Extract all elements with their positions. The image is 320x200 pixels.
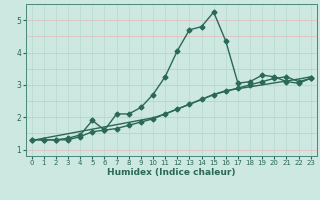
X-axis label: Humidex (Indice chaleur): Humidex (Indice chaleur) (107, 168, 236, 177)
